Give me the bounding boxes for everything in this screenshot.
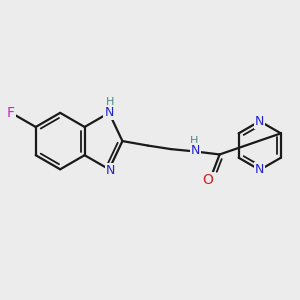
Text: H: H — [190, 136, 198, 146]
Text: N: N — [106, 164, 115, 177]
Text: N: N — [104, 106, 114, 119]
Text: H: H — [106, 98, 115, 107]
Text: F: F — [7, 106, 15, 120]
Text: N: N — [255, 115, 264, 128]
Text: N: N — [255, 164, 264, 176]
Text: N: N — [190, 144, 200, 158]
Text: O: O — [202, 173, 213, 187]
